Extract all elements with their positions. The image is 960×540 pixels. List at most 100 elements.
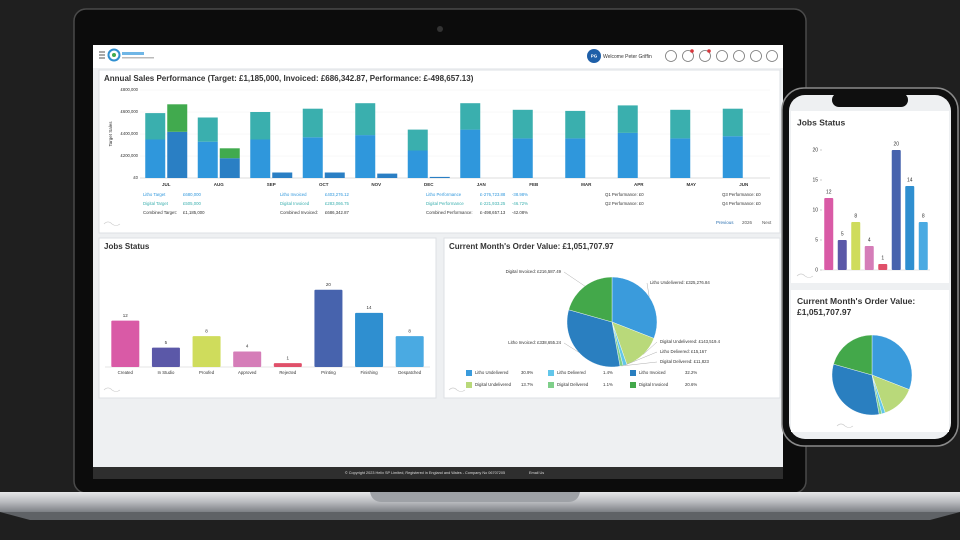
y-tick-label: £600,000 [121, 109, 139, 114]
y-tick-label: £0 [133, 175, 138, 180]
header-icon[interactable] [750, 50, 762, 62]
x-tick-label: MAY [686, 182, 696, 187]
panel-ornament [103, 387, 121, 392]
title-line: Current Month's Order Value: [797, 296, 915, 306]
legend-swatch[interactable] [548, 370, 554, 376]
legend-label: Litho Delivered [557, 370, 586, 375]
bar-segment [145, 113, 166, 140]
legend-value: 1.4% [603, 370, 613, 375]
y-tick-label: £400,000 [121, 131, 139, 136]
header-icon[interactable] [665, 50, 677, 62]
bar-segment [617, 105, 638, 133]
bar-segment [617, 132, 638, 178]
email-link[interactable]: Email Us [529, 471, 544, 475]
panel-ornament [836, 423, 854, 428]
x-tick-label: AUG [214, 182, 224, 187]
summary-label: Combined Invoiced: [280, 210, 318, 215]
summary-value: £680,000 [183, 192, 202, 197]
x-tick-label: JUL [162, 182, 171, 187]
x-tick-label: Printing [321, 370, 336, 375]
avatar[interactable] [587, 49, 601, 63]
bar-segment [355, 135, 376, 178]
value-label: 1 [881, 255, 884, 261]
bar [851, 222, 861, 270]
y-tick-label: 5 [815, 237, 818, 243]
slice-callout: Digital Invoiced: £216,587.49 [506, 269, 562, 274]
laptop-foot [0, 512, 960, 520]
legend-swatch[interactable] [630, 370, 636, 376]
slice-callout: Litho Invoiced: £338,655.24 [508, 340, 561, 345]
summary-pct: -42.08% [512, 210, 528, 215]
pager-button[interactable]: Previous [716, 220, 734, 225]
menu-icon[interactable] [99, 51, 105, 59]
header-icon[interactable] [699, 50, 711, 62]
bar-segment [219, 158, 240, 178]
quarter-performance: Q1 Performance: £0 [605, 192, 644, 197]
bar-segment [429, 176, 450, 178]
legend-swatch[interactable] [466, 370, 472, 376]
value-label: 1 [287, 355, 290, 360]
bar [891, 150, 901, 270]
bar-segment [250, 112, 271, 140]
slice-callout: Digital Delivered: £11,823 [660, 359, 709, 364]
legend-label: Digital Delivered [557, 382, 589, 387]
value-label: 12 [123, 313, 129, 318]
pager-button[interactable]: 2026 [742, 220, 753, 225]
summary-value: £-221,933.25 [480, 201, 506, 206]
header-icon[interactable] [716, 50, 728, 62]
x-tick-label: OCT [319, 182, 329, 187]
bar-segment [407, 150, 428, 178]
y-axis-label: Target Sales [108, 121, 113, 147]
legend-swatch[interactable] [548, 382, 554, 388]
bar [192, 336, 221, 367]
summary-label: Digital Invoiced [280, 201, 310, 206]
title-line: £1,051,707.97 [797, 307, 852, 317]
bar [918, 222, 928, 270]
header-icon[interactable] [733, 50, 745, 62]
summary-label: Digital Target [143, 201, 169, 206]
pager-button[interactable]: Next [762, 220, 772, 225]
summary-label: Combined Performance: [426, 210, 473, 215]
pie-slice [831, 363, 880, 416]
legend-swatch[interactable] [466, 382, 472, 388]
legend-label: Litho Undelivered [475, 370, 509, 375]
bar-segment [407, 129, 428, 151]
legend-swatch[interactable] [630, 382, 636, 388]
quarter-performance: Q4 Performance: £0 [722, 201, 761, 206]
logo-dot [112, 53, 116, 57]
pie-slice [566, 309, 621, 368]
bar [905, 186, 915, 270]
bar-segment [670, 109, 691, 139]
leader-line [643, 341, 658, 355]
avatar-initials: PG [591, 54, 598, 59]
legend-label: Digital Undelivered [475, 382, 512, 387]
summary-label: Digital Performance [426, 201, 464, 206]
x-tick-label: Despatched [398, 370, 422, 375]
x-tick-label: Rejected [279, 370, 297, 375]
bar [273, 363, 302, 367]
bar-segment [565, 138, 586, 178]
bar [151, 347, 180, 367]
value-label: 14 [907, 177, 913, 183]
slice-callout: Digital Undelivered: £143,519.4 [660, 339, 721, 344]
jobs-title: Jobs Status [104, 242, 150, 251]
summary-value: £-498,657.13 [480, 210, 506, 215]
logo-tagline [122, 57, 154, 59]
summary-label: Litho Performance [426, 192, 462, 197]
header-icon[interactable] [766, 50, 778, 62]
bar-segment [167, 104, 188, 132]
x-tick-label: APR [634, 182, 644, 187]
logo-word [122, 52, 144, 55]
bar-segment [302, 137, 323, 178]
x-tick-label: In Studio [157, 370, 175, 375]
leader-line [563, 342, 579, 353]
app-footer [93, 467, 783, 479]
notification-badge [707, 49, 711, 53]
legend-label: Litho Invoiced [639, 370, 666, 375]
logo-mark [107, 48, 121, 62]
y-tick-label: £800,000 [121, 87, 139, 92]
x-tick-label: NOV [371, 182, 381, 187]
header-icon[interactable] [682, 50, 694, 62]
panel-ornament [448, 387, 466, 392]
